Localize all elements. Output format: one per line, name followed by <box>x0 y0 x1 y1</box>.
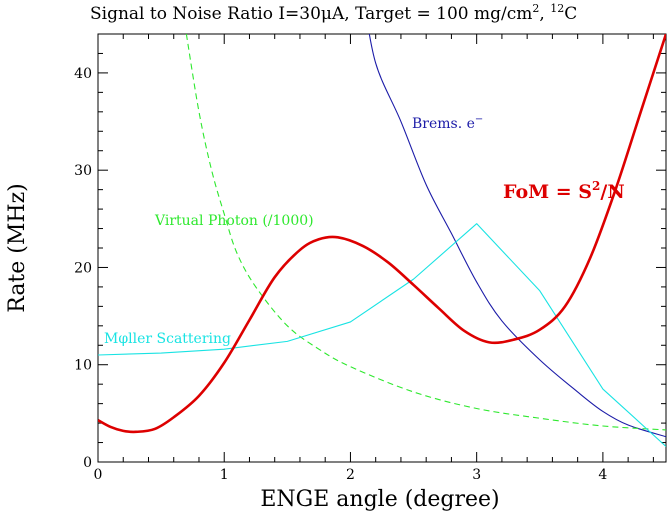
chart-title: Signal to Noise Ratio I=30μA, Target = 1… <box>90 2 577 24</box>
virtual-photon-curve <box>185 34 666 431</box>
x-tick-label: 2 <box>346 467 355 483</box>
label-virtual-photon: Virtual Photon (/1000) <box>154 213 314 229</box>
moller-curve <box>98 223 666 447</box>
x-tick-label: 4 <box>598 467 607 483</box>
label-brems: Brems. e− <box>412 114 483 132</box>
fom-curve <box>98 34 666 434</box>
y-tick-label: 20 <box>74 260 92 276</box>
series-group <box>98 34 666 447</box>
x-axis-label: ENGE angle (degree) <box>260 487 499 512</box>
label-moller: Mφller Scattering <box>104 331 231 347</box>
y-tick-label: 30 <box>74 163 92 179</box>
x-tick-label: 1 <box>220 467 229 483</box>
y-tick-label: 10 <box>74 358 92 374</box>
y-tick-label: 40 <box>74 66 92 82</box>
y-axis-label: Rate (MHz) <box>5 183 30 313</box>
x-tick-label: 3 <box>472 467 481 483</box>
brems-curve <box>368 34 666 438</box>
plot-frame <box>97 33 667 463</box>
label-fom: FoM = S2/N <box>503 179 625 203</box>
y-tick-label: 0 <box>83 455 92 471</box>
x-tick-label: 0 <box>94 467 103 483</box>
axis-ticks <box>97 33 666 463</box>
